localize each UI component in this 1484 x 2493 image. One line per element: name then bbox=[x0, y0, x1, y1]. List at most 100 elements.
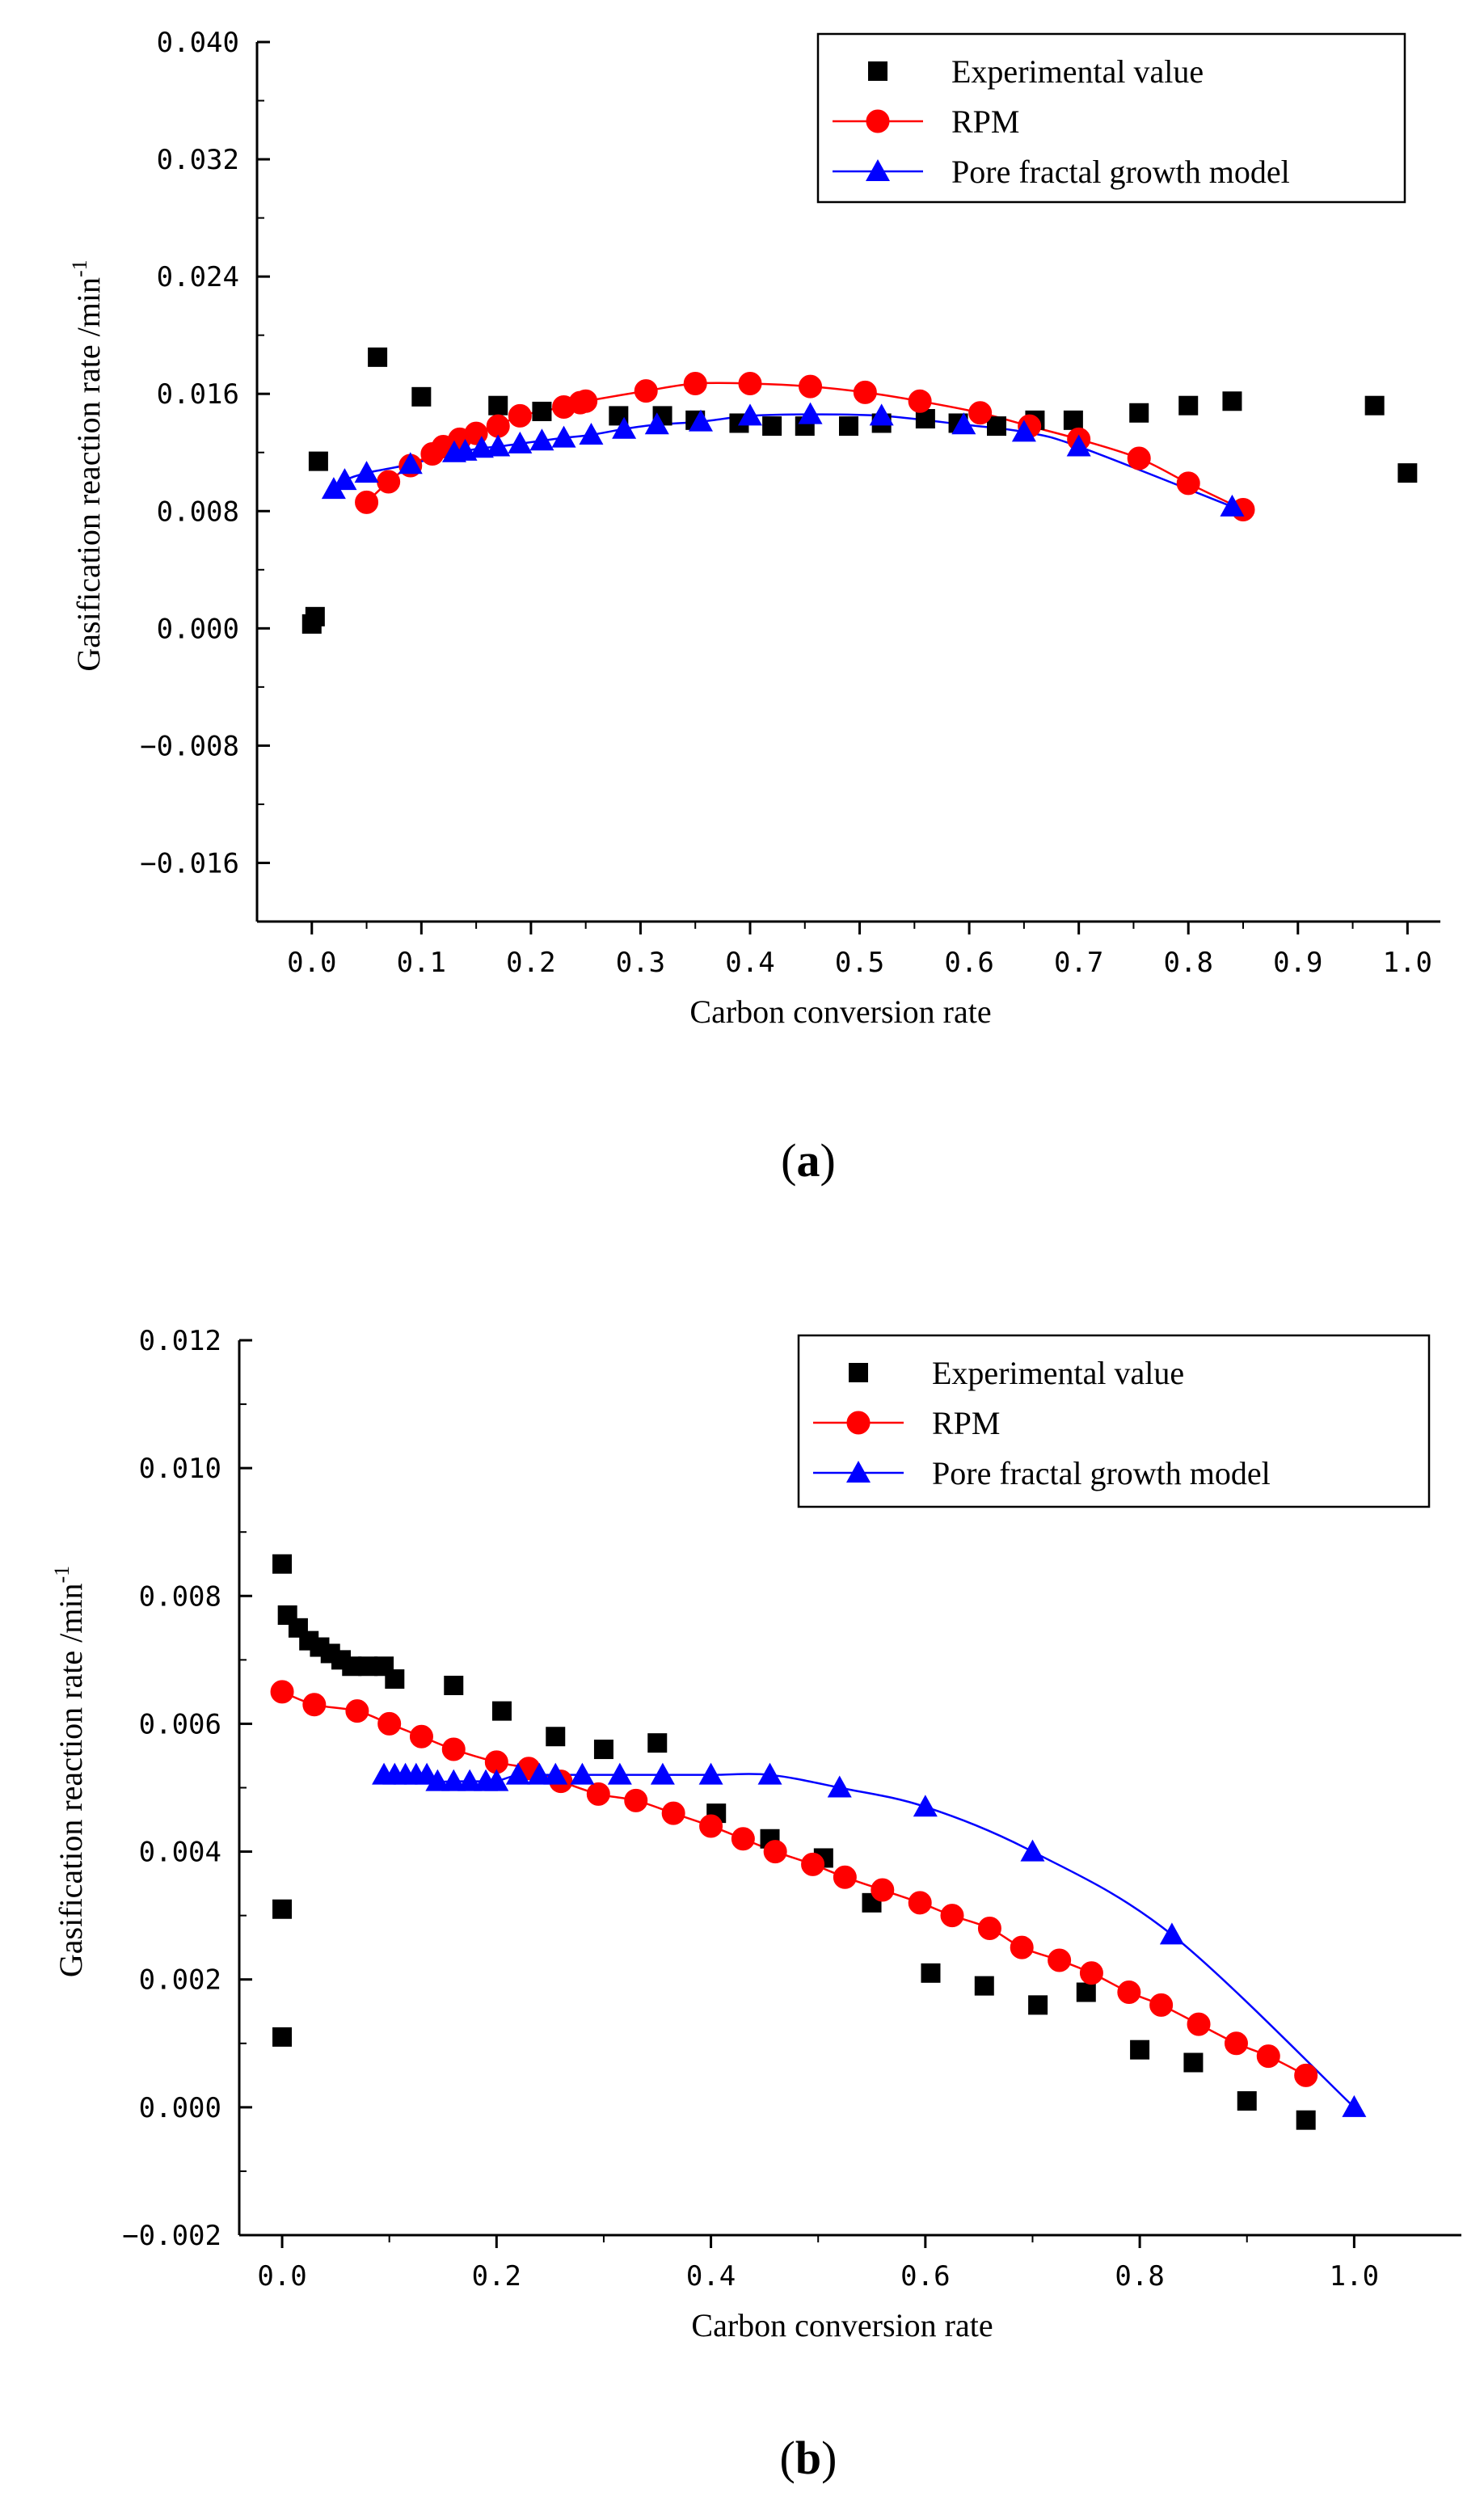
y-tick-label: 0.016 bbox=[157, 378, 239, 411]
data-point-series-0 bbox=[647, 1733, 668, 1753]
x-tick-label: 0.8 bbox=[1115, 2260, 1164, 2293]
x-tick-label: 0.3 bbox=[616, 947, 665, 979]
data-point-series-2 bbox=[650, 1762, 675, 1785]
data-point-series-2 bbox=[425, 1769, 450, 1791]
data-point-series-1 bbox=[968, 401, 993, 425]
data-point-series-0 bbox=[308, 451, 328, 471]
x-tick-label: 0.6 bbox=[944, 947, 993, 979]
data-point-series-0 bbox=[546, 1727, 566, 1747]
x-tick-label: 0.6 bbox=[900, 2260, 950, 2293]
data-point-series-1 bbox=[908, 389, 932, 413]
data-point-series-2 bbox=[469, 436, 494, 458]
data-point-series-1 bbox=[871, 1878, 895, 1902]
legend: Experimental value RPM Pore fractal growth… bbox=[816, 32, 1406, 204]
y-tick-label: 0.008 bbox=[139, 1580, 221, 1613]
x-axis-title: Carbon conversion rate bbox=[689, 993, 991, 1030]
data-point-series-1 bbox=[508, 403, 532, 428]
y-axis-title-superscript: -1 bbox=[68, 259, 91, 277]
data-point-series-2 bbox=[457, 1769, 483, 1791]
data-point-series-2 bbox=[398, 452, 423, 475]
caption-letter: a bbox=[797, 1134, 820, 1187]
data-point-series-0 bbox=[1028, 1995, 1048, 2015]
caption-paren-close: ) bbox=[820, 1134, 836, 1187]
y-tick-label: 0.012 bbox=[139, 1325, 221, 1357]
data-point-series-2 bbox=[321, 477, 346, 500]
data-point-series-0 bbox=[1129, 403, 1149, 423]
data-point-series-2 bbox=[869, 403, 894, 426]
legend-label-1: RPM bbox=[951, 103, 1020, 140]
data-point-series-0 bbox=[1296, 2110, 1316, 2130]
data-point-series-0 bbox=[1222, 391, 1242, 411]
x-tick-label: 1.0 bbox=[1330, 2260, 1379, 2293]
data-point-series-0 bbox=[762, 416, 782, 437]
data-point-series-2 bbox=[612, 416, 637, 439]
data-point-series-1 bbox=[441, 1737, 466, 1761]
legend-label-1: RPM bbox=[932, 1405, 1001, 1441]
data-point-series-1 bbox=[731, 1827, 755, 1851]
y-tick-label: 0.032 bbox=[157, 144, 239, 176]
panel-caption: (a) bbox=[781, 1134, 836, 1187]
data-point-series-1 bbox=[1149, 1993, 1174, 2017]
data-point-series-2 bbox=[757, 1762, 782, 1785]
data-point-series-2 bbox=[1159, 1922, 1184, 1945]
legend-marker-0 bbox=[849, 1363, 868, 1382]
data-point-series-1 bbox=[738, 372, 762, 396]
legend-marker-1 bbox=[846, 1411, 871, 1435]
data-point-series-1 bbox=[1079, 1961, 1103, 1985]
data-point-series-0 bbox=[1178, 395, 1199, 416]
data-point-series-1 bbox=[377, 1711, 402, 1736]
y-tick-label: 0.004 bbox=[139, 1837, 221, 1869]
data-point-series-2 bbox=[543, 1762, 568, 1785]
x-tick-label: 0.5 bbox=[835, 947, 884, 979]
legend-label-0: Experimental value bbox=[951, 53, 1204, 90]
legend: Experimental value RPM Pore fractal growth… bbox=[797, 1334, 1431, 1508]
data-point-series-0 bbox=[272, 2027, 293, 2047]
data-point-series-2 bbox=[913, 1795, 938, 1817]
data-point-series-1 bbox=[634, 379, 658, 403]
y-axis-title-text: Gasification reaction rate /min bbox=[53, 1584, 89, 1978]
data-point-series-0 bbox=[1364, 395, 1385, 416]
data-point-series-2 bbox=[1066, 434, 1091, 457]
data-point-series-2 bbox=[644, 412, 669, 435]
series-line-1 bbox=[281, 1690, 1307, 2077]
legend-label-2: Pore fractal growth model bbox=[932, 1455, 1271, 1491]
data-point-series-2 bbox=[332, 468, 357, 491]
data-point-series-1 bbox=[683, 372, 707, 396]
legend-marker-1 bbox=[866, 109, 890, 133]
y-tick-label: −0.016 bbox=[140, 847, 239, 880]
data-point-series-1 bbox=[908, 1891, 932, 1915]
data-point-series-0 bbox=[488, 395, 508, 416]
data-point-series-2 bbox=[527, 1762, 552, 1785]
x-tick-label: 0.9 bbox=[1273, 947, 1322, 979]
y-tick-label: 0.024 bbox=[157, 261, 239, 293]
x-tick-label: 0.8 bbox=[1164, 947, 1213, 979]
data-point-series-0 bbox=[368, 347, 388, 367]
data-point-series-1 bbox=[586, 1782, 610, 1806]
y-tick-label: 0.000 bbox=[139, 2092, 221, 2124]
data-point-series-2 bbox=[486, 434, 511, 457]
chart-panel-a: −0.016 −0.008 0.000 0.008 0.016 0.024 0.032 0.0… bbox=[68, 27, 1440, 1187]
data-point-series-2 bbox=[579, 422, 604, 445]
data-point-series-0 bbox=[385, 1669, 405, 1689]
x-tick-label: 0.2 bbox=[472, 2260, 521, 2293]
y-tick-label: 0.002 bbox=[139, 1964, 221, 1997]
x-tick-label: 1.0 bbox=[1383, 947, 1432, 979]
data-point-series-1 bbox=[661, 1801, 685, 1825]
caption-paren-open: ( bbox=[781, 1134, 796, 1187]
data-point-series-1 bbox=[345, 1699, 369, 1723]
data-point-series-0 bbox=[593, 1740, 613, 1760]
data-point-series-2 bbox=[570, 1762, 595, 1785]
data-point-series-1 bbox=[355, 490, 379, 514]
data-point-series-2 bbox=[441, 1769, 466, 1791]
series-line-2 bbox=[384, 1773, 1355, 2108]
data-point-series-1 bbox=[763, 1840, 787, 1864]
data-point-series-1 bbox=[1127, 446, 1151, 470]
data-point-series-0 bbox=[987, 416, 1006, 437]
y-tick-label: 0.000 bbox=[157, 613, 239, 645]
data-point-series-1 bbox=[486, 414, 510, 438]
data-point-series-2 bbox=[508, 431, 533, 453]
data-point-series-0 bbox=[1398, 463, 1418, 483]
data-point-series-0 bbox=[974, 1976, 994, 1996]
x-tick-label: 0.7 bbox=[1054, 947, 1103, 979]
